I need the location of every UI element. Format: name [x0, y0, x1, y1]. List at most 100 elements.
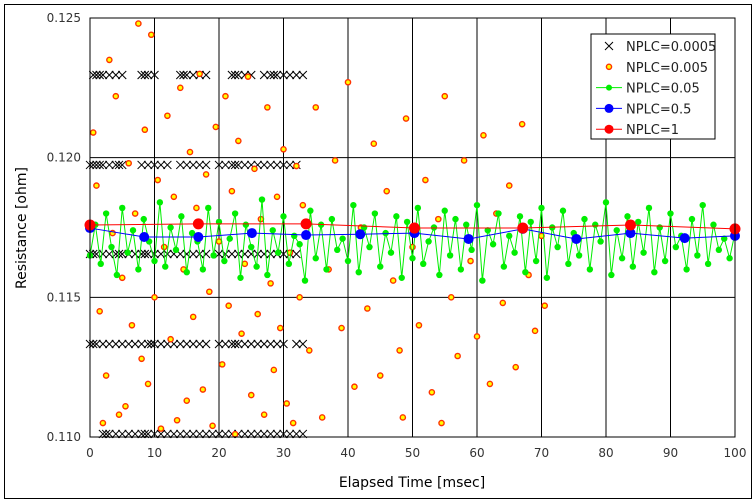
legend: NPLC=0.0005 NPLC=0.005 NPLC=0.05 NPLC=0.5 NP…: [590, 33, 716, 140]
data-point: [183, 268, 190, 276]
data-point: [283, 400, 291, 407]
data-point: [414, 204, 422, 212]
data-point: [117, 70, 127, 80]
data-point: [138, 355, 145, 363]
data-point: [554, 243, 561, 251]
data-point: [328, 215, 336, 223]
data-point: [104, 339, 114, 349]
data-point: [279, 339, 288, 349]
x-tick-label: 50: [405, 446, 420, 460]
data-point: [376, 372, 384, 379]
data-point: [285, 160, 295, 170]
data-point: [140, 249, 150, 259]
data-point: [227, 249, 237, 259]
data-point: [176, 84, 184, 92]
data-point: [201, 249, 211, 259]
data-point: [581, 215, 588, 223]
legend-item: NPLC=0.005: [605, 61, 708, 76]
data-point: [227, 339, 237, 349]
data-point: [89, 129, 97, 136]
data-point: [285, 260, 293, 268]
data-point: [280, 145, 287, 153]
x-tick-label: 90: [663, 446, 678, 460]
data-point: [124, 339, 134, 349]
data-point: [467, 257, 474, 265]
data-point: [175, 70, 185, 80]
data-point: [199, 386, 207, 393]
data-point: [140, 215, 147, 223]
data-point: [608, 271, 615, 279]
data-point: [118, 274, 126, 282]
data-point: [242, 221, 250, 228]
data-point: [162, 263, 169, 270]
legend-item: NPLC=0.5: [596, 102, 691, 117]
x-axis-label: Elapsed Time [msec]: [339, 475, 485, 491]
data-point: [98, 70, 108, 80]
legend-marker-icon: [604, 124, 614, 134]
data-point: [531, 327, 539, 335]
data-point: [298, 70, 308, 80]
data-point: [672, 243, 680, 251]
data-point: [505, 182, 513, 189]
data-point: [301, 277, 309, 284]
data-point: [468, 246, 475, 254]
data-point: [473, 333, 481, 340]
x-tick-label: 10: [147, 446, 162, 460]
data-point: [130, 339, 140, 349]
data-point: [292, 249, 301, 259]
data-point: [201, 339, 211, 349]
data-point: [291, 232, 298, 240]
data-point: [425, 238, 432, 245]
data-point: [117, 339, 127, 349]
data-point: [117, 160, 127, 170]
data-point: [214, 160, 224, 170]
data-point: [260, 411, 268, 418]
data-point: [355, 268, 362, 276]
data-point: [512, 363, 520, 371]
data-point: [624, 213, 631, 220]
data-point: [205, 204, 212, 212]
y-tick-label: 0.120: [47, 151, 81, 165]
data-point: [640, 249, 647, 256]
data-point: [305, 347, 313, 354]
data-point: [285, 70, 295, 80]
data-point: [240, 339, 250, 349]
data-point: [399, 414, 407, 421]
data-point: [221, 339, 230, 349]
data-point: [618, 255, 626, 262]
data-point: [95, 70, 105, 80]
y-tick-label: 0.115: [47, 290, 81, 304]
data-point: [143, 249, 153, 259]
data-point: [264, 271, 271, 279]
data-point: [209, 422, 216, 430]
data-point: [266, 160, 275, 170]
data-point: [293, 162, 300, 170]
data-point: [196, 70, 203, 78]
data-point: [661, 257, 669, 265]
data-point: [480, 132, 487, 139]
legend-label: NPLC=0.005: [626, 61, 708, 76]
x-tick-label: 20: [211, 446, 226, 460]
data-point: [247, 391, 255, 399]
data-point: [167, 224, 174, 231]
data-point: [538, 204, 545, 212]
data-point: [629, 263, 637, 270]
data-point: [164, 112, 171, 120]
data-point: [179, 70, 188, 80]
data-point: [565, 260, 572, 268]
data-point: [151, 257, 158, 265]
data-point: [233, 160, 243, 170]
data-point: [259, 160, 269, 170]
data-point: [97, 260, 104, 268]
data-point: [267, 280, 274, 287]
data-point: [463, 221, 470, 228]
data-point: [111, 160, 121, 170]
data-point: [135, 266, 142, 273]
data-point: [173, 416, 181, 424]
data-point: [543, 274, 551, 281]
data-point: [527, 218, 534, 226]
data-point: [258, 196, 266, 203]
data-point: [135, 20, 142, 27]
data-point: [382, 229, 389, 237]
data-point: [259, 339, 269, 349]
